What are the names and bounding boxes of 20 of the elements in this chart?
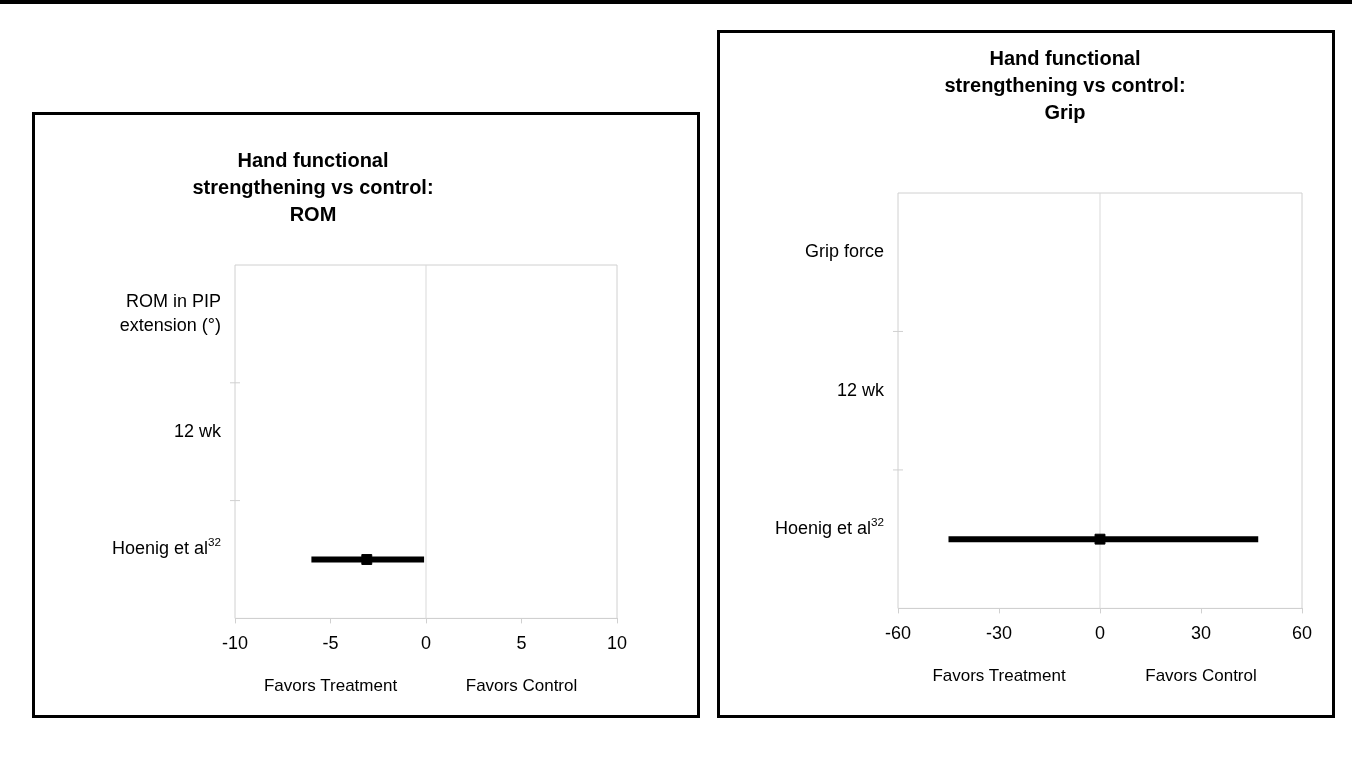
text: Favors Control xyxy=(465,676,578,696)
x-tick-label: -30 xyxy=(985,623,1013,644)
chart-title: Hand functional strengthening vs control: ROM xyxy=(191,148,435,227)
x-tick-label: 60 xyxy=(1291,623,1313,644)
text: Favors Control xyxy=(1145,666,1257,686)
x-tick-label: -60 xyxy=(884,623,912,644)
y-tick-label: Grip force xyxy=(804,241,885,262)
x-tick-label: -5 xyxy=(322,633,339,654)
text: Favors Treatment xyxy=(263,676,398,696)
x-tick-label: 5 xyxy=(516,633,527,654)
y-tick-label: 12 wk xyxy=(173,420,222,441)
x-tick-label: 10 xyxy=(606,633,628,654)
y-tick-label: ROM in PIP extension (°) xyxy=(119,290,222,335)
x-tick-label: 30 xyxy=(1190,623,1212,644)
x-tick-label: 0 xyxy=(420,633,432,654)
x-tick-label: -10 xyxy=(221,633,249,654)
y-tick-label: 12 wk xyxy=(836,379,885,400)
x-tick-label: 0 xyxy=(1094,623,1106,644)
text: Favors Treatment xyxy=(932,666,1066,686)
chart-title: Hand functional strengthening vs control: Grip xyxy=(943,46,1187,125)
